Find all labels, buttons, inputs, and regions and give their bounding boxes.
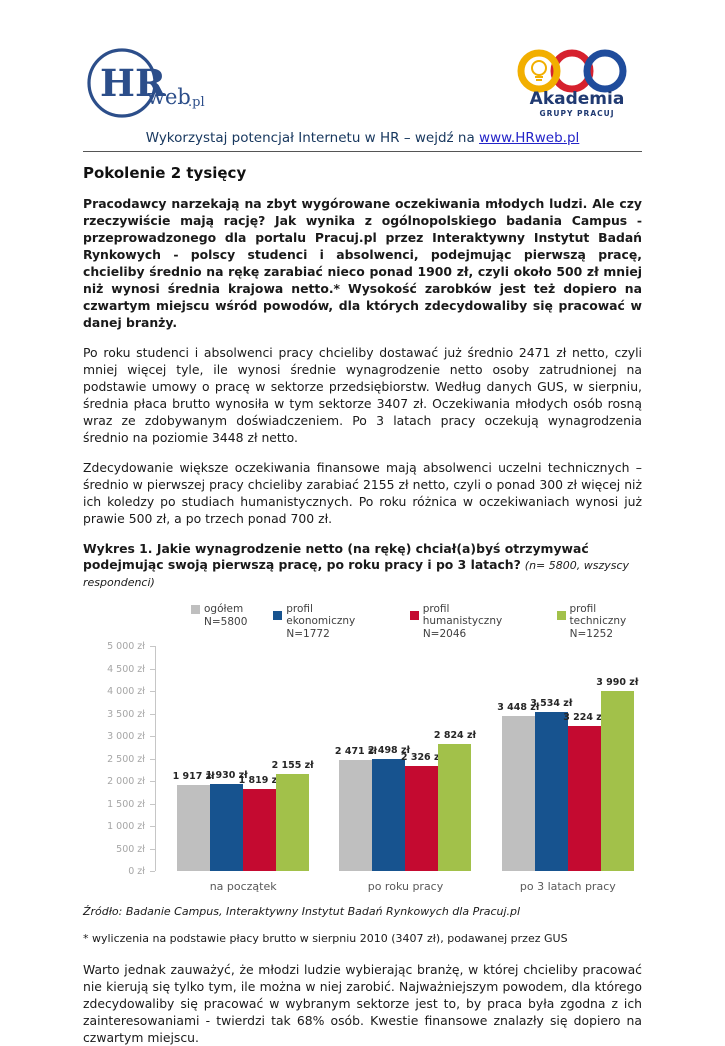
bar: 3 448 zł	[497, 702, 539, 871]
bar: 2 326 zł	[401, 752, 443, 871]
bar-value-label: 1 930 zł	[205, 770, 248, 781]
y-tick-mark	[150, 871, 155, 872]
legend-swatch-icon	[556, 610, 566, 620]
y-tick-mark	[150, 848, 155, 850]
y-tick-label: 4 000 zł	[107, 686, 145, 697]
hrweb-logo-hr: HR	[100, 61, 166, 105]
bar: 3 224 zł	[563, 712, 605, 871]
chart-caption-note: (n= 5800, wszyscy respondenci)	[83, 559, 630, 589]
y-tick-mark	[150, 668, 155, 670]
chart-plot-wrap: 5 000 zł 4 500 zł 4 000 zł 3 500 zł 3 000 zł…	[87, 641, 655, 893]
y-tick-mark	[150, 691, 155, 692]
chart-y-axis: 5 000 zł 4 500 zł 4 000 zł 3 500 zł 3 000 zł…	[87, 641, 155, 877]
bar-value-label: 1 917 zł	[172, 771, 215, 782]
legend-swatch-icon	[273, 610, 283, 620]
footnote: * wyliczenia na podstawie płacy brutto w…	[83, 932, 568, 945]
akademia-logo-icon: Akademia GRUPY PRACUJ	[517, 49, 627, 118]
legend-swatch-icon	[409, 610, 419, 620]
hrweb-logo-web: web	[147, 85, 191, 109]
y-tick-mark	[150, 713, 155, 715]
bar-value-label: 3 448 zł	[497, 702, 540, 713]
y-tick-label: 4 500 zł	[107, 663, 145, 675]
y-tick-mark	[150, 736, 155, 737]
lightbulb-icon	[531, 60, 547, 81]
bar: 1 930 zł	[206, 770, 248, 871]
hrweb-logo: HR web .pl	[83, 46, 211, 126]
bar: 2 498 zł	[368, 745, 410, 871]
legend-swatch-icon	[191, 604, 200, 614]
y-tick-label: 1 500 zł	[107, 798, 145, 810]
y-tick-label: 1 000 zł	[107, 821, 145, 832]
bar-value-label: 3 224 zł	[563, 712, 606, 723]
legend-sample-size: N=1252	[569, 628, 613, 640]
y-tick-label: 0 zł	[128, 866, 145, 877]
bar: 3 990 zł	[596, 677, 638, 871]
bar: 2 824 zł	[434, 730, 476, 871]
y-tick-label: 2 500 zł	[107, 753, 145, 765]
y-tick-label: 3 000 zł	[107, 731, 145, 742]
header-tagline: Wykorzystaj potencjał Internetu w HR – w…	[83, 130, 642, 146]
tagline-text: Wykorzystaj potencjał Internetu w HR – w…	[145, 130, 480, 146]
bar-value-label: 2 155 zł	[271, 760, 314, 771]
y-tick-label: 500 zł	[116, 843, 145, 855]
hrweb-logo-icon: HR web .pl	[87, 48, 205, 118]
bar-value-label: 2 824 zł	[433, 730, 477, 741]
chart-caption: Wykres 1. Jakie wynagrodzenie netto (na …	[83, 541, 642, 591]
bar: 3 534 zł	[530, 698, 572, 871]
y-tick-label: 2 000 zł	[107, 776, 145, 787]
bar-value-label: 1 819 zł	[238, 775, 281, 786]
page-header: HR web .pl Akademia GRUPY PRACUJ	[83, 46, 642, 122]
chart-source: Źródło: Badanie Campus, Interaktywny Ins…	[83, 905, 521, 918]
legend-label: profil humanistyczny	[422, 603, 503, 627]
chart-caption-bold: Wykres 1. Jakie wynagrodzenie netto (na …	[83, 541, 589, 572]
bar: 2 155 zł	[272, 760, 314, 871]
y-tick-mark	[150, 758, 155, 760]
bar-value-label: 2 326 zł	[400, 752, 444, 763]
closing-paragraph: Warto jednak zauważyć, że młodzi ludzie …	[83, 962, 642, 1045]
chart-plot-area: 1 917 zł 1 930 zł 1 819 zł 2 155 zł na począ…	[155, 646, 655, 893]
legend-item-3: profil techniczny N=1252	[556, 603, 655, 640]
bar-value-label: 3 990 zł	[596, 677, 639, 688]
bar-group-1: 2 471 zł 2 498 zł 2 326 zł 2 824 zł po roku …	[335, 730, 476, 893]
y-tick-label: 5 000 zł	[107, 641, 145, 652]
bar: 1 819 zł	[239, 775, 281, 871]
y-tick-label: 3 500 zł	[107, 708, 145, 720]
hrweb-link[interactable]: www.HRweb.pl	[479, 130, 580, 146]
paragraph-2: Po roku studenci i absolwenci pracy chci…	[83, 345, 642, 445]
y-tick-mark	[150, 803, 155, 805]
paragraph-3: Zdecydowanie większe oczekiwania finanso…	[83, 460, 642, 526]
bar-value-label: 3 534 zł	[530, 698, 573, 709]
legend-sample-size: N=5800	[204, 616, 248, 628]
akademia-logo: Akademia GRUPY PRACUJ	[512, 46, 642, 124]
x-category-label: po 3 latach pracy	[519, 880, 616, 893]
y-tick-mark	[150, 646, 155, 647]
bar-chart: ogółem N=5800 profil ekonomiczny N=1772 prof…	[87, 603, 655, 893]
hrweb-logo-pl: .pl	[188, 95, 205, 110]
bar-group-2: 3 448 zł 3 534 zł 3 224 zł 3 990 zł po 3 lat…	[497, 677, 638, 893]
bar-value-label: 2 498 zł	[367, 745, 411, 756]
legend-label: ogółem	[204, 603, 244, 615]
x-category-label: na początek	[209, 880, 277, 893]
y-tick-mark	[150, 781, 155, 782]
akademia-subtitle: GRUPY PRACUJ	[539, 109, 614, 118]
document-page: HR web .pl Akademia GRUPY PRACUJ Wykor	[83, 46, 655, 1045]
bar: 2 471 zł	[335, 746, 377, 871]
legend-label: profil techniczny	[569, 603, 627, 627]
legend-item-1: profil ekonomiczny N=1772	[273, 603, 383, 640]
chart-legend: ogółem N=5800 profil ekonomiczny N=1772 prof…	[191, 603, 655, 640]
legend-item-0: ogółem N=5800	[191, 603, 247, 640]
legend-sample-size: N=2046	[422, 628, 467, 640]
bar: 1 917 zł	[173, 771, 215, 871]
legend-item-2: profil humanistyczny N=2046	[409, 603, 531, 640]
akademia-title: Akademia	[530, 89, 625, 109]
legend-label: profil ekonomiczny	[286, 603, 356, 627]
x-category-label: po roku pracy	[367, 880, 444, 893]
y-tick-mark	[150, 826, 155, 827]
legend-sample-size: N=1772	[286, 628, 330, 640]
page-title: Pokolenie 2 tysięcy	[83, 164, 247, 182]
lead-paragraph: Pracodawcy narzekają na zbyt wygórowane …	[83, 196, 642, 330]
header-divider	[83, 151, 642, 152]
bar-value-label: 2 471 zł	[334, 746, 378, 757]
bar-group-0: 1 917 zł 1 930 zł 1 819 zł 2 155 zł na począ…	[173, 760, 314, 893]
